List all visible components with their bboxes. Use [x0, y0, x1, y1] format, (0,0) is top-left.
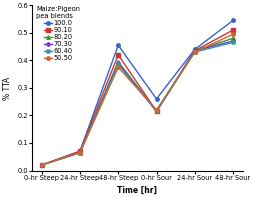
60.40 — [155, 110, 158, 112]
50.50 — [231, 33, 234, 35]
Line: 80.20: 80.20 — [40, 37, 235, 167]
60.40 — [231, 41, 234, 44]
50.50 — [193, 51, 196, 53]
Line: 70.30: 70.30 — [40, 39, 235, 167]
100.0 — [155, 98, 158, 100]
80.20 — [231, 37, 234, 40]
50.50 — [78, 151, 82, 154]
100.0 — [78, 150, 82, 152]
60.40 — [78, 151, 82, 154]
80.20 — [117, 61, 120, 63]
X-axis label: Time [hr]: Time [hr] — [117, 186, 157, 195]
70.30 — [117, 62, 120, 64]
100.0 — [117, 44, 120, 46]
80.20 — [155, 110, 158, 112]
90.10 — [193, 50, 196, 52]
80.20 — [78, 151, 82, 154]
50.50 — [40, 164, 43, 166]
Legend: 100.0, 90.10, 80.20, 70.30, 60.40, 50.50: 100.0, 90.10, 80.20, 70.30, 60.40, 50.50 — [36, 5, 81, 62]
60.40 — [117, 63, 120, 66]
100.0 — [193, 48, 196, 50]
80.20 — [193, 50, 196, 52]
90.10 — [117, 54, 120, 56]
70.30 — [40, 164, 43, 166]
Line: 60.40: 60.40 — [40, 41, 235, 167]
70.30 — [78, 151, 82, 154]
100.0 — [40, 164, 43, 166]
90.10 — [231, 29, 234, 31]
90.10 — [40, 164, 43, 166]
Line: 90.10: 90.10 — [40, 28, 235, 167]
70.30 — [155, 110, 158, 112]
70.30 — [231, 40, 234, 42]
60.40 — [40, 164, 43, 166]
100.0 — [231, 19, 234, 22]
70.30 — [193, 50, 196, 52]
Line: 100.0: 100.0 — [40, 19, 235, 167]
50.50 — [155, 109, 158, 111]
50.50 — [117, 66, 120, 69]
90.10 — [78, 150, 82, 152]
Y-axis label: % TTA: % TTA — [3, 76, 12, 100]
60.40 — [193, 51, 196, 53]
80.20 — [40, 164, 43, 166]
90.10 — [155, 110, 158, 112]
Line: 50.50: 50.50 — [40, 32, 235, 167]
